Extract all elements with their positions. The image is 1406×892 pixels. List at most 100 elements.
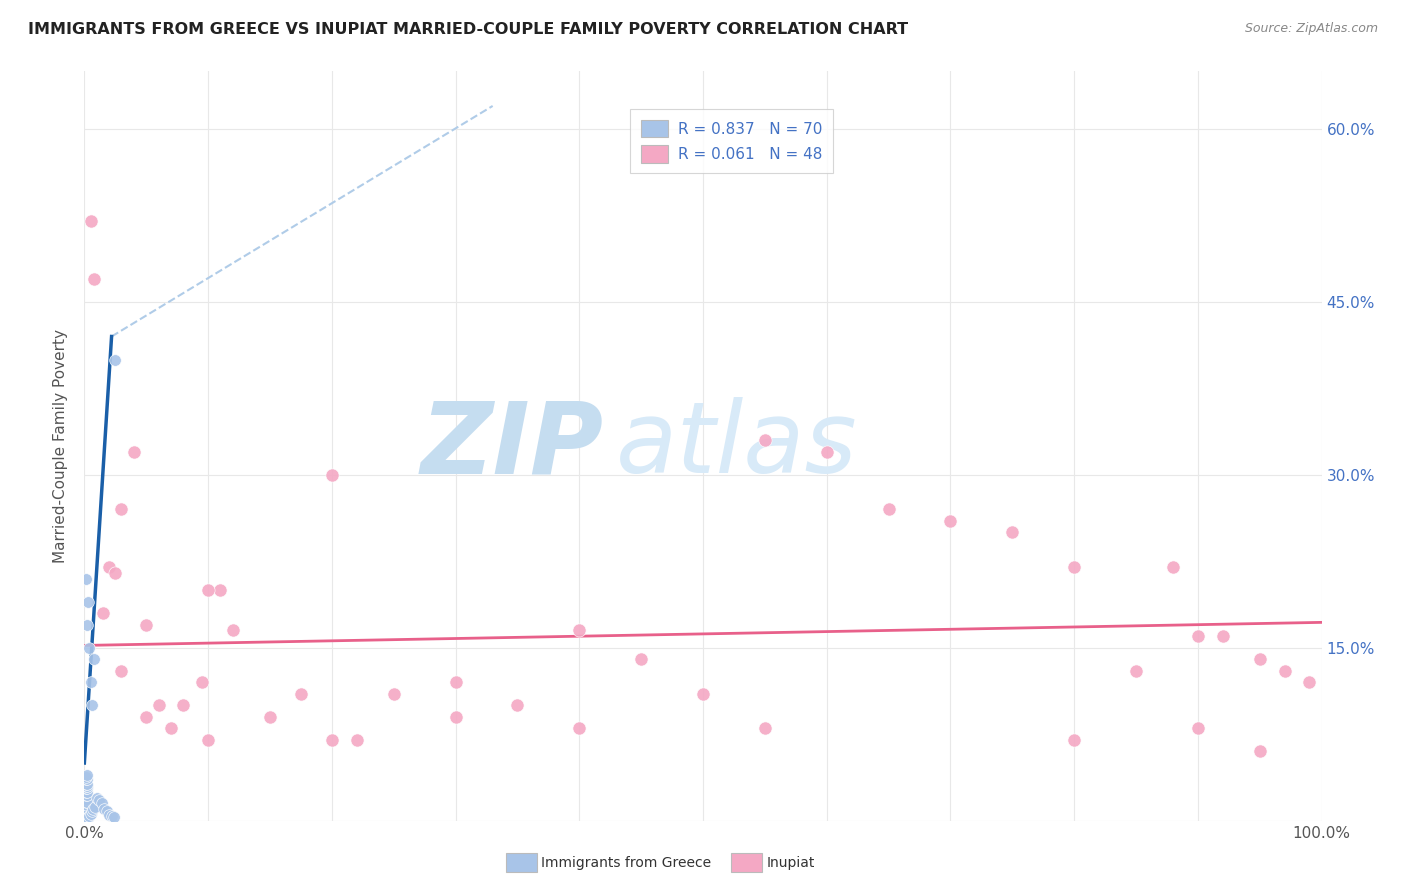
Point [75,777,97,791]
Point [80,698,103,713]
Point [76,797,98,811]
Text: Source: ZipAtlas.com: Source: ZipAtlas.com [1244,22,1378,36]
Point [148,698,170,713]
Point [79,809,101,823]
Point [75,811,97,825]
Point [135,617,157,632]
Point [1063,560,1085,574]
Text: Inupiat: Inupiat [766,855,814,870]
Point [1161,560,1184,574]
Point [86,790,108,805]
Point [222,624,245,638]
Point [382,687,405,701]
Text: IMMIGRANTS FROM GREECE VS INUPIAT MARRIED-COUPLE FAMILY POVERTY CORRELATION CHAR: IMMIGRANTS FROM GREECE VS INUPIAT MARRIE… [28,22,908,37]
Point [80,805,103,819]
Point [1298,675,1320,690]
Point [103,810,125,824]
Point [76,805,98,819]
Point [692,687,714,701]
Point [79,640,101,655]
Point [76,617,98,632]
Point [75,795,97,809]
Point [76,803,98,817]
Point [1001,525,1024,540]
Point [75,797,97,812]
Point [197,733,219,747]
Point [939,514,962,528]
Point [77,809,100,823]
Point [76,801,98,815]
Point [75,801,97,815]
Point [75,805,97,819]
Point [98,808,121,822]
Point [76,777,98,791]
Point [75,805,97,820]
Point [160,722,183,736]
Text: atlas: atlas [616,398,858,494]
Point [75,781,97,796]
Point [259,710,281,724]
Point [1274,664,1296,678]
Point [76,795,98,809]
Point [75,772,97,786]
Point [100,809,122,823]
Point [76,767,98,781]
Point [75,785,97,799]
Point [75,809,97,823]
Point [76,810,98,824]
Point [1063,733,1085,747]
Point [79,214,101,228]
Point [1249,744,1271,758]
Point [91,606,114,620]
Point [321,733,343,747]
Point [321,467,343,482]
Point [815,444,838,458]
Legend: R = 0.837   N = 70, R = 0.061   N = 48: R = 0.837 N = 70, R = 0.061 N = 48 [630,109,832,173]
Point [444,675,467,690]
Point [76,772,98,786]
Point [506,698,529,713]
Point [75,779,97,793]
Point [754,434,776,448]
Point [209,583,232,598]
Point [75,799,97,814]
Point [104,352,127,367]
Point [75,789,97,803]
Point [122,444,145,458]
Point [77,803,100,817]
Point [197,583,219,598]
Point [110,664,132,678]
Point [1187,629,1209,643]
Point [77,811,100,825]
Point [76,797,98,812]
Y-axis label: Married-Couple Family Poverty: Married-Couple Family Poverty [53,329,69,563]
Point [104,566,127,580]
Point [89,793,111,807]
Point [1187,722,1209,736]
Point [76,811,98,825]
Point [77,793,100,807]
Point [75,572,97,586]
Point [1212,629,1234,643]
Point [76,808,98,822]
Point [77,594,100,608]
Point [75,797,97,811]
Point [76,781,98,796]
Point [346,733,368,747]
Point [76,798,98,813]
Point [191,675,214,690]
Point [75,774,97,789]
Text: Immigrants from Greece: Immigrants from Greece [541,855,711,870]
Point [76,785,98,799]
Point [83,652,105,666]
Point [96,805,118,819]
Point [76,806,98,821]
Point [76,793,98,807]
Point [75,770,97,784]
Point [568,624,591,638]
Point [754,722,776,736]
Point [76,802,98,816]
Point [568,722,591,736]
Point [135,710,157,724]
Point [444,710,467,724]
